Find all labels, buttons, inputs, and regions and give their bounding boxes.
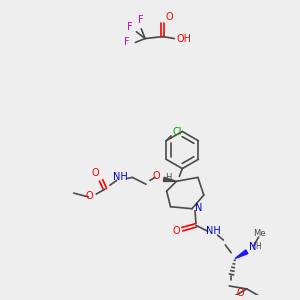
Text: O: O (236, 288, 244, 298)
Text: H: H (256, 242, 261, 251)
Text: F: F (127, 22, 132, 32)
Text: O: O (172, 226, 180, 236)
Text: H: H (165, 173, 172, 182)
Text: O: O (166, 12, 173, 22)
Text: NH: NH (113, 172, 128, 182)
Text: F: F (124, 38, 129, 47)
Text: O: O (85, 191, 93, 201)
Text: Cl: Cl (172, 127, 182, 137)
Text: Me: Me (253, 229, 266, 238)
Text: N: N (195, 203, 203, 213)
Text: O: O (152, 171, 160, 182)
Text: F: F (138, 15, 144, 25)
Polygon shape (235, 250, 248, 259)
Text: O: O (92, 167, 99, 178)
Polygon shape (164, 177, 176, 182)
Text: OH: OH (177, 34, 192, 44)
Text: N: N (249, 242, 256, 252)
Text: NH: NH (206, 226, 221, 236)
